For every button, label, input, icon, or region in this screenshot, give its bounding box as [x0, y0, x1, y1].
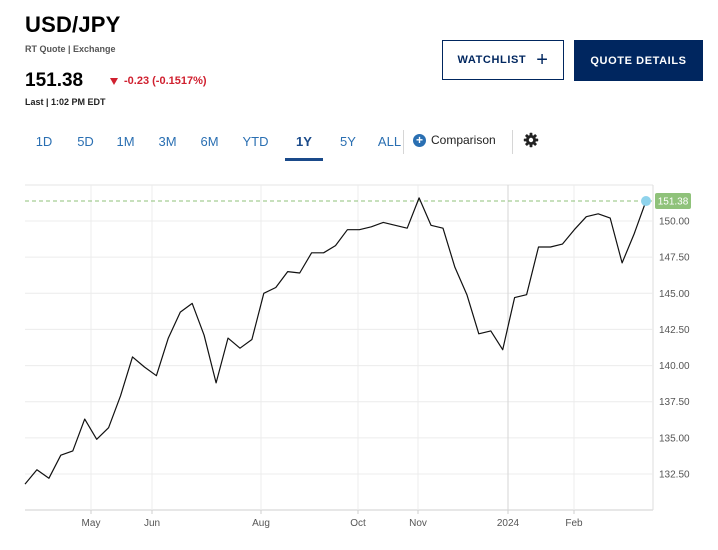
toolbar-divider — [512, 130, 513, 154]
y-tick-label: 132.50 — [659, 470, 690, 481]
y-tick-label: 135.00 — [659, 433, 690, 444]
gear-icon[interactable] — [523, 132, 539, 153]
x-tick-label: Feb — [565, 518, 583, 529]
y-tick-label: 140.00 — [659, 361, 690, 372]
chart-line-layer — [24, 196, 651, 485]
last-price-tag — [655, 193, 691, 210]
y-tick-label: 142.50 — [659, 325, 690, 336]
tab-ytd[interactable]: YTD — [242, 134, 269, 149]
tab-1d[interactable]: 1D — [35, 134, 53, 149]
plus-icon: + — [536, 49, 549, 71]
last-price-dot — [641, 196, 651, 207]
x-tick-label: Aug — [252, 518, 270, 529]
watchlist-button[interactable]: WATCHLIST + — [442, 40, 564, 80]
tab-6m[interactable]: 6M — [200, 134, 219, 149]
quote-details-button[interactable]: QUOTE DETAILS — [574, 40, 703, 81]
y-tick-label: 150.00 — [659, 217, 690, 228]
y-tick-label: 145.00 — [659, 289, 690, 300]
chart-grid — [25, 184, 654, 514]
tab-1m[interactable]: 1M — [116, 134, 135, 149]
comparison-label: Comparison — [431, 133, 496, 147]
x-tick-label: Nov — [409, 518, 427, 529]
price-change: -0.23 (-0.1517%) — [110, 75, 207, 87]
last-update-time: Last | 1:02 PM EDT — [25, 97, 106, 107]
x-tick-label: May — [82, 518, 101, 529]
price-change-value: -0.23 (-0.1517%) — [124, 75, 207, 87]
toolbar-divider — [403, 130, 404, 154]
comparison-button[interactable]: + Comparison — [413, 133, 496, 147]
tab-1y[interactable]: 1Y — [285, 128, 323, 161]
page-title: USD/JPY — [25, 12, 121, 37]
plus-circle-icon: + — [413, 133, 426, 147]
timeframe-tabs: 1D 5D 1M 3M 6M YTD 1Y 5Y ALL — [22, 128, 412, 162]
tab-all[interactable]: ALL — [377, 134, 402, 149]
y-tick-label: 147.50 — [659, 253, 690, 264]
triangle-down-icon — [110, 77, 118, 85]
watchlist-button-label: WATCHLIST — [457, 54, 527, 66]
x-tick-label: Oct — [350, 518, 366, 529]
x-tick-label: Jun — [144, 518, 160, 529]
last-price: 151.38 — [25, 70, 84, 91]
y-tick-label: 137.50 — [659, 397, 690, 408]
tab-5y[interactable]: 5Y — [340, 134, 356, 149]
quote-source-label: RT Quote | Exchange — [25, 44, 116, 54]
quote-details-button-label: QUOTE DETAILS — [590, 54, 687, 67]
chart-labels: 132.50 135.00 137.50 140.00 142.50 145.00 147.… — [82, 193, 691, 529]
price-series-line — [24, 197, 647, 485]
last-price-tag-label: 151.38 — [658, 197, 689, 208]
x-tick-label: 2024 — [497, 518, 520, 529]
tab-3m[interactable]: 3M — [158, 134, 177, 149]
tab-5d[interactable]: 5D — [77, 134, 94, 149]
